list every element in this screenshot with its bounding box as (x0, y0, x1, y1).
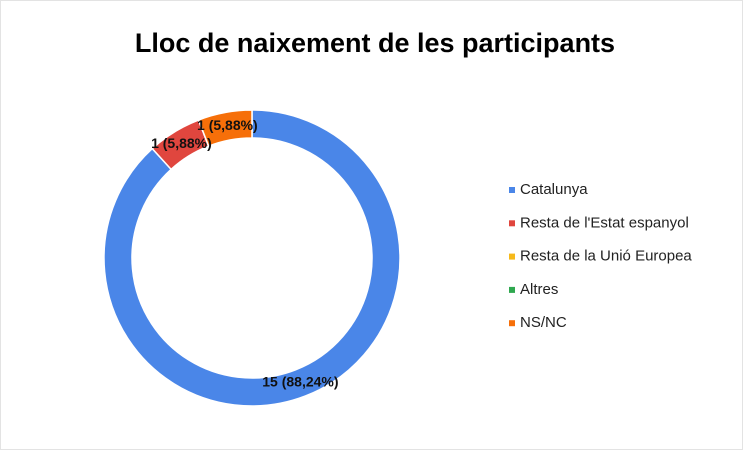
legend-marker (509, 220, 515, 227)
data-label: 1 (5,88%) (197, 117, 258, 133)
legend-marker (509, 187, 515, 193)
legend-marker (509, 320, 515, 327)
legend-label: Resta de la Unió Europea (520, 248, 692, 265)
legend-marker (509, 253, 515, 260)
data-label: 1 (5,88%) (151, 135, 212, 151)
legend-label: Altres (520, 281, 558, 298)
data-label: 15 (88,24%) (262, 374, 338, 390)
legend-label: Catalunya (520, 181, 588, 198)
donut-slice (197, 109, 253, 148)
donut-slice (103, 109, 401, 407)
legend-label: NS/NC (520, 314, 567, 331)
legend-label: Resta de l'Estat espanyol (520, 214, 689, 231)
chart-title: Lloc de naixement de les participants (135, 28, 615, 58)
legend-marker (509, 286, 515, 293)
